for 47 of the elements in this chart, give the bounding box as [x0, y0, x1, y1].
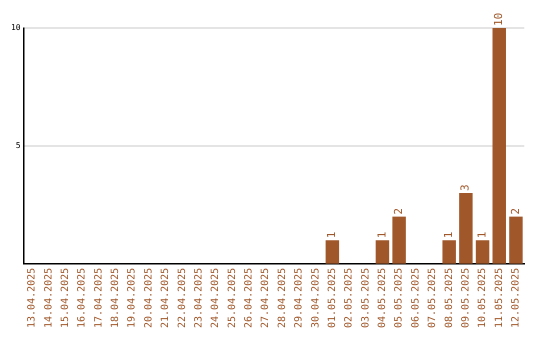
data-label: 10 — [492, 12, 506, 26]
x-tick-label: 03.05.2025 — [360, 268, 372, 328]
bar — [476, 240, 490, 264]
x-tick-label: 15.04.2025 — [60, 268, 71, 328]
x-tick-label: 24.04.2025 — [210, 268, 222, 328]
x-tick-label: 21.04.2025 — [160, 268, 172, 328]
data-label: 2 — [392, 208, 405, 215]
x-tick-label: 09.05.2025 — [460, 268, 472, 328]
x-tick-label: 27.04.2025 — [260, 268, 272, 328]
bar — [392, 216, 406, 264]
data-label: 1 — [325, 232, 338, 238]
x-tick-label: 04.05.2025 — [377, 268, 388, 328]
bar — [509, 216, 523, 264]
x-tick-label: 01.05.2025 — [326, 268, 338, 328]
x-tick-label: 25.04.2025 — [226, 268, 238, 328]
data-label: 1 — [375, 232, 388, 238]
x-tick-label: 18.04.2025 — [110, 268, 122, 328]
x-tick-label: 14.04.2025 — [43, 268, 54, 328]
x-tick-label: 07.05.2025 — [427, 268, 438, 328]
x-tick-label: 10.05.2025 — [477, 268, 488, 328]
bar — [459, 193, 473, 264]
x-tick-label: 23.04.2025 — [193, 268, 204, 328]
x-tick-label: 30.04.2025 — [310, 268, 322, 328]
bar — [376, 240, 390, 264]
x-tick-label: 16.04.2025 — [76, 268, 88, 328]
x-tick-label: 29.04.2025 — [294, 268, 305, 328]
y-tick-label: 5 — [16, 140, 21, 150]
bar — [442, 240, 456, 264]
x-tick-label: 02.05.2025 — [344, 268, 355, 328]
bar — [492, 28, 506, 264]
bar — [326, 240, 340, 264]
x-tick-label: 26.04.2025 — [244, 268, 255, 328]
data-label: 1 — [475, 232, 488, 238]
x-tick-label: 19.04.2025 — [126, 268, 138, 328]
data-label: 1 — [442, 232, 456, 238]
x-tick-label: 17.04.2025 — [93, 268, 104, 328]
x-tick-label: 06.05.2025 — [410, 268, 422, 328]
x-tick-label: 08.05.2025 — [444, 268, 455, 328]
x-tick-label: 13.04.2025 — [26, 268, 38, 328]
data-label: 2 — [508, 208, 522, 215]
x-tick-label: 28.04.2025 — [276, 268, 288, 328]
data-label: 3 — [458, 184, 472, 192]
x-tick-label: 05.05.2025 — [394, 268, 405, 328]
x-tick-label: 12.05.2025 — [510, 268, 522, 328]
x-tick-label: 11.05.2025 — [494, 268, 505, 328]
x-tick-label: 22.04.2025 — [176, 268, 188, 328]
x-tick-label: 20.04.2025 — [143, 268, 154, 328]
